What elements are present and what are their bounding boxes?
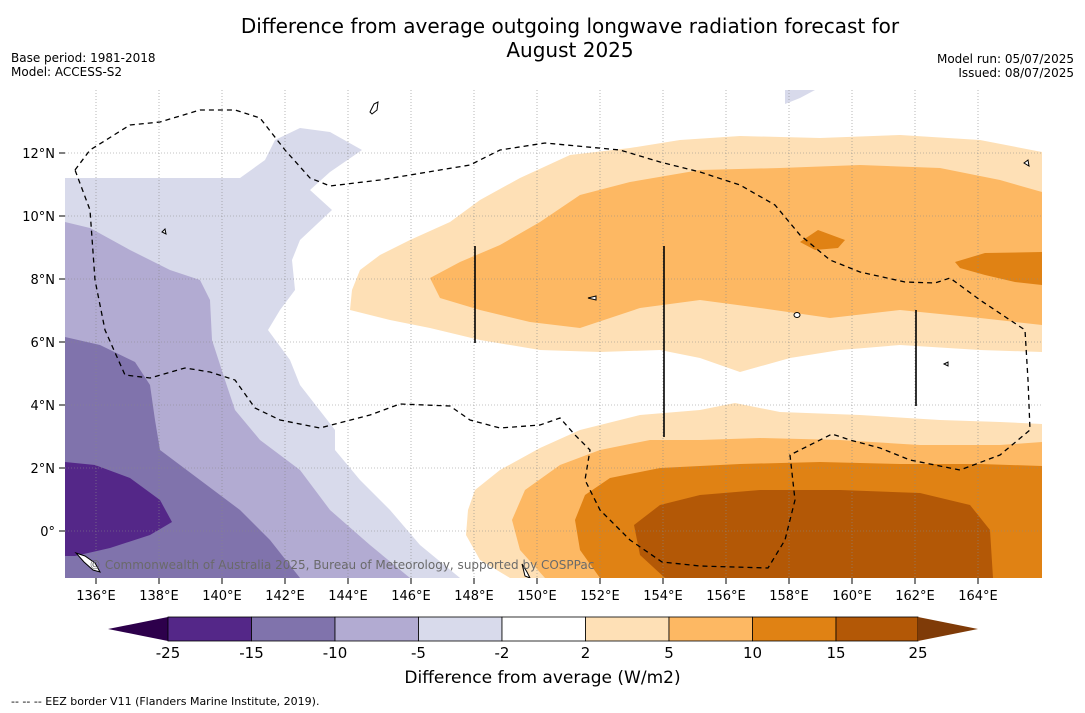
- x-tick-label: 136°E: [76, 589, 116, 604]
- colorbar-bin: [418, 616, 503, 642]
- x-tick-label: 146°E: [391, 589, 431, 604]
- y-tick-label: 0°: [40, 525, 55, 540]
- meta-left: Base period: 1981-2018 Model: ACCESS-S2: [11, 51, 156, 79]
- colorbar-bin: [668, 616, 753, 642]
- colorbar-label: -10: [323, 644, 348, 662]
- colorbar-label: -25: [156, 644, 181, 662]
- colorbar-bin: [835, 616, 919, 642]
- y-tick-label: 4°N: [31, 399, 56, 414]
- model-run-text: Model run: 05/07/2025: [936, 52, 1074, 66]
- x-tick-label: 150°E: [517, 589, 557, 604]
- colorbar-label: 25: [908, 644, 927, 662]
- y-tick-label: 6°N: [31, 336, 56, 351]
- x-tick-label: 142°E: [265, 589, 305, 604]
- colorbar-min-extend: [108, 617, 168, 641]
- colorbar-bin: [752, 616, 837, 642]
- x-tick-label: 162°E: [895, 589, 935, 604]
- x-tick-label: 160°E: [832, 589, 872, 604]
- y-tick-label: 8°N: [31, 273, 56, 288]
- colorbar-label: 15: [826, 644, 845, 662]
- colorbar-bin: [251, 616, 336, 642]
- title-line-1: Difference from average outgoing longwav…: [240, 14, 900, 38]
- x-tick-label: 144°E: [328, 589, 368, 604]
- y-tick-label: 12°N: [22, 147, 55, 162]
- anomaly-plus-10-to-plus-15-north-east: [955, 252, 1042, 285]
- island-small-3: [942, 361, 949, 367]
- colorbar-label: 5: [664, 644, 674, 662]
- island-small-2: [587, 295, 597, 301]
- anomaly-plus-15-to-plus-25-south: [634, 490, 993, 578]
- x-tick-label: 152°E: [580, 589, 620, 604]
- state-boundaries: [474, 246, 917, 437]
- island-small-5: [521, 563, 531, 578]
- colorbar-bins: [167, 616, 919, 642]
- x-tick-label: 138°E: [139, 589, 179, 604]
- copyright-note: © Commonwealth of Australia 2025, Bureau…: [89, 558, 595, 572]
- colorbar-max-extend: [918, 617, 978, 641]
- map-field: [65, 90, 1042, 578]
- y-tick-label: 2°N: [31, 462, 56, 477]
- x-tick-label: 156°E: [706, 589, 746, 604]
- island-small-1: [161, 227, 167, 235]
- x-tick-label: 148°E: [454, 589, 494, 604]
- island-chuuk: [793, 312, 801, 318]
- x-axis-labels: 136°E 138°E 140°E 142°E 144°E 146°E 148°…: [76, 589, 998, 604]
- y-axis-ticks: [59, 152, 65, 532]
- issued-text: Issued: 08/07/2025: [958, 66, 1074, 80]
- island-small-4: [1023, 159, 1030, 167]
- island-solomon: [74, 551, 102, 573]
- colorbar-label: -5: [411, 644, 426, 662]
- title-line-2: August 2025: [506, 38, 634, 62]
- colorbar-label: 2: [581, 644, 591, 662]
- colorbar-bin: [167, 616, 252, 642]
- colorbar-bin: [501, 616, 586, 642]
- colorbar-bin: [334, 616, 419, 642]
- x-tick-label: 154°E: [643, 589, 683, 604]
- anomaly-plus-5-to-plus-10-north: [430, 165, 1042, 328]
- x-tick-label: 158°E: [769, 589, 809, 604]
- x-tick-label: 164°E: [958, 589, 998, 604]
- anomaly-minus-2-small-north: [785, 90, 815, 104]
- meta-right: Model run: 05/07/2025 Issued: 08/07/2025: [937, 52, 1074, 80]
- x-tick-label: 140°E: [202, 589, 242, 604]
- colorbar-title: Difference from average (W/m2): [404, 668, 681, 688]
- x-axis-ticks: [95, 578, 979, 584]
- anomaly-minus-15-to-minus-25: [65, 462, 172, 556]
- colorbar-bin: [585, 616, 670, 642]
- eez-legend-note: -- -- -- EEZ border V11 (Flanders Marine…: [11, 695, 320, 708]
- eez-borders: [74, 109, 1031, 569]
- chart-title: Difference from average outgoing longwav…: [0, 14, 1085, 62]
- model-text: Model: ACCESS-S2: [11, 65, 123, 79]
- islands: [74, 101, 1030, 578]
- eez-border-palau-fsm-west: [74, 109, 1031, 569]
- island-guam: [369, 101, 379, 115]
- colorbar-label: 10: [743, 644, 762, 662]
- colorbar-labels: -25 -15 -10 -5 -2 2 5 10 15 25: [156, 644, 928, 662]
- y-axis-labels: 12°N 10°N 8°N 6°N 4°N 2°N 0°: [22, 147, 55, 540]
- map-gridlines: [65, 90, 1042, 578]
- colorbar-label: -2: [495, 644, 510, 662]
- y-tick-label: 10°N: [22, 210, 55, 225]
- colorbar-label: -15: [239, 644, 264, 662]
- base-period-text: Base period: 1981-2018: [11, 51, 156, 65]
